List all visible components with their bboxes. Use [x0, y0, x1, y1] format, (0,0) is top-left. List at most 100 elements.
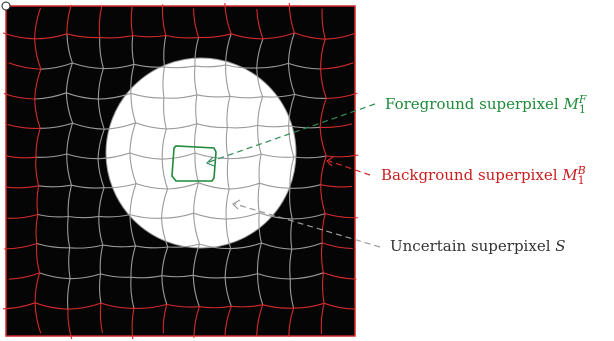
border-superpixel-edge: [8, 62, 41, 70]
superpixel-edge: [257, 273, 291, 280]
superpixel-edge: [196, 94, 230, 98]
superpixel-edge: [198, 182, 230, 190]
superpixel-edge: [98, 187, 105, 217]
border-superpixel-edge: [34, 69, 42, 100]
superpixel-edge: [288, 125, 321, 129]
foreground-label: Foreground superpixel M1F: [385, 93, 587, 116]
superpixel-edge: [97, 99, 105, 130]
border-superpixel-edge: [34, 38, 42, 70]
superpixel-edge: [292, 213, 326, 220]
border-superpixel-edge: [262, 32, 295, 40]
superpixel-edge: [289, 156, 295, 189]
superpixel-edge: [293, 155, 327, 159]
border-superpixel-edge: [230, 33, 264, 40]
border-superpixel-edge: [133, 303, 167, 309]
superpixel-edge: [257, 124, 289, 128]
superpixel-edge: [258, 212, 262, 244]
superpixel-edge: [135, 122, 167, 130]
superpixel-edge: [294, 93, 327, 99]
background-label: Background superpixel M1B: [381, 164, 586, 187]
superpixel-edge: [257, 96, 264, 126]
border-superpixel-edge: [34, 33, 68, 40]
superpixel-edge: [225, 188, 230, 220]
superpixel-edge: [40, 62, 73, 70]
image-frame: [5, 5, 356, 337]
superpixel-edge: [262, 93, 295, 98]
border-superpixel-edge: [5, 155, 36, 159]
border-superpixel-edge: [256, 304, 264, 337]
superpixel-edge: [288, 125, 295, 158]
superpixel-edge: [36, 242, 70, 249]
superpixel-edge: [160, 188, 169, 219]
border-superpixel-edge: [320, 68, 327, 99]
superpixel-edge: [195, 94, 198, 124]
border-superpixel-edge: [256, 9, 264, 39]
superpixel-edge: [289, 278, 295, 309]
superpixel-edge: [225, 64, 257, 69]
superpixel-edge: [224, 277, 232, 307]
superpixel-edge: [130, 93, 137, 123]
superpixel-edge: [287, 32, 295, 64]
superpixel-edge: [72, 62, 104, 70]
superpixel-edge: [163, 35, 167, 67]
superpixel-edge: [288, 62, 321, 70]
border-superpixel-edge: [66, 4, 72, 34]
superpixel-edge: [97, 68, 104, 100]
superpixel-edge: [99, 37, 104, 69]
superpixel-edge: [133, 63, 165, 68]
superpixel-edge: [67, 278, 71, 310]
superpixel-edge: [225, 219, 232, 249]
superpixel-edge: [224, 248, 232, 278]
uncertain-label: Uncertain superpixel S: [390, 237, 566, 255]
foreground-arrow: [205, 103, 376, 167]
border-superpixel-edge: [321, 272, 325, 304]
superpixel-edge: [290, 272, 324, 280]
border-superpixel-edge: [224, 306, 232, 336]
border-superpixel-edge: [320, 242, 324, 273]
corner-marker: [1, 1, 11, 11]
superpixel-edge: [38, 184, 72, 188]
superpixel-edge: [130, 277, 135, 309]
superpixel-edge: [166, 123, 197, 130]
border-superpixel-edge: [166, 303, 200, 308]
border-superpixel-edge: [34, 302, 68, 310]
superpixel-edge: [167, 182, 199, 190]
superpixel-edge: [163, 94, 198, 99]
superpixel-edge: [229, 182, 260, 190]
superpixel-edge: [161, 159, 169, 190]
superpixel-edge: [162, 152, 196, 160]
interior-superpixel-boundaries: [34, 32, 327, 310]
superpixel-edge: [194, 152, 229, 160]
superpixel-edge: [68, 215, 99, 219]
border-superpixel-edge: [192, 8, 200, 38]
superpixel-edge: [225, 64, 231, 97]
superpixel-edge: [161, 275, 168, 305]
border-superpixel-edge: [319, 127, 327, 157]
border-superpixel-edge: [35, 214, 39, 244]
superpixel-edge: [135, 245, 168, 249]
border-superpixel-edge: [323, 272, 357, 280]
border-superpixel-edge: [99, 303, 103, 333]
border-superpixel-edge: [320, 123, 353, 128]
superpixel-edge: [66, 153, 99, 160]
border-superpixel-edge: [320, 184, 326, 214]
superpixel-edge: [161, 128, 167, 160]
superpixel-edge: [194, 64, 226, 68]
superpixel-edge: [193, 213, 201, 245]
superpixel-edge: [34, 92, 67, 100]
superpixel-edge: [199, 243, 231, 250]
border-superpixel-edge: [132, 34, 166, 38]
superpixel-edge: [129, 122, 137, 153]
border-superpixel-edge: [322, 242, 353, 250]
superpixel-edge: [129, 183, 137, 215]
border-superpixel-edge: [294, 32, 326, 40]
superpixel-edge: [104, 122, 136, 130]
superpixel-edge: [226, 158, 230, 190]
superpixel-edge: [129, 214, 137, 247]
superpixel-edge: [230, 242, 262, 250]
border-superpixel-edge: [98, 5, 103, 38]
border-superpixel-edge: [66, 33, 100, 39]
border-superpixel-edge: [231, 304, 263, 308]
superpixel-edge: [225, 273, 258, 279]
